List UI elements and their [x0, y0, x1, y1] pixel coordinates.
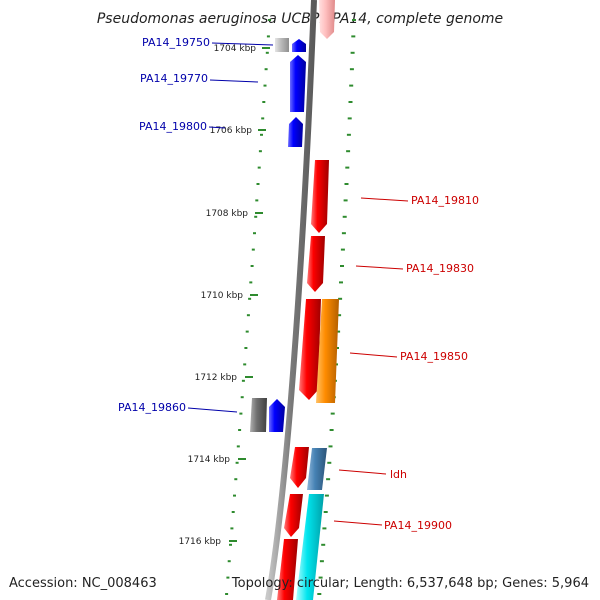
gene-arrow[interactable]	[311, 160, 329, 233]
gene-arrow[interactable]	[290, 55, 306, 112]
accession-text: Accession: NC_008463	[9, 576, 157, 591]
gene-arrow[interactable]	[277, 539, 298, 600]
gene-label-pa14-19810[interactable]: PA14_19810	[411, 194, 479, 207]
kbp-label: 1706 kbp	[210, 126, 253, 136]
gene-arrow[interactable]	[290, 447, 309, 488]
gene-block[interactable]	[275, 38, 289, 52]
leader-line	[187, 407, 238, 413]
gene-label-pa14-19830[interactable]: PA14_19830	[406, 262, 474, 275]
gene-label-pa14-19800[interactable]: PA14_19800	[139, 120, 207, 133]
gene-label-pa14-19860[interactable]: PA14_19860	[118, 401, 186, 414]
gene-arrow[interactable]	[292, 39, 306, 52]
gene-block[interactable]	[250, 398, 267, 432]
reverse-strand-genes	[277, 0, 339, 600]
gene-label-pa14-19900[interactable]: PA14_19900	[384, 519, 452, 532]
leader-line	[211, 42, 274, 46]
gene-label-ldh[interactable]: ldh	[390, 468, 407, 481]
gene-label-pa14-19770[interactable]: PA14_19770	[140, 72, 208, 85]
leader-line	[338, 469, 387, 475]
leader-line	[355, 265, 404, 270]
right-tick-ring	[317, 19, 356, 595]
kbp-label: 1710 kbp	[201, 291, 244, 301]
gene-arrow[interactable]	[284, 494, 303, 537]
left-tick-ring	[225, 19, 271, 595]
kbp-label: 1714 kbp	[188, 455, 231, 465]
leader-line	[208, 126, 226, 129]
gene-label-pa14-19750[interactable]: PA14_19750	[142, 36, 210, 49]
map-title: Pseudomonas aeruginosa UCBPP-PA14, compl…	[97, 11, 503, 27]
leader-line	[349, 352, 398, 358]
gene-block[interactable]	[307, 448, 327, 490]
leader-line	[360, 197, 409, 202]
gene-labels: PA14_19750 PA14_19770 PA14_19800 PA14_19…	[118, 36, 479, 532]
gene-label-pa14-19850[interactable]: PA14_19850	[400, 350, 468, 363]
kbp-scale: 1704 kbp 1706 kbp 1708 kbp 1710 kbp 1712…	[179, 44, 270, 547]
label-leaders	[187, 42, 409, 526]
forward-strand-genes	[250, 38, 306, 432]
kbp-label: 1712 kbp	[195, 373, 238, 383]
kbp-label: 1708 kbp	[206, 209, 249, 219]
gene-arrow[interactable]	[319, 0, 335, 39]
leader-line	[209, 79, 259, 83]
gene-arrow[interactable]	[307, 236, 325, 292]
gene-arrow[interactable]	[288, 117, 303, 147]
gene-block[interactable]	[316, 299, 339, 403]
kbp-label: 1704 kbp	[214, 44, 257, 54]
kbp-label: 1716 kbp	[179, 537, 222, 547]
genome-backbone	[265, 0, 317, 600]
genome-summary-text: Topology: circular; Length: 6,537,648 bp…	[231, 576, 589, 591]
gene-arrow[interactable]	[299, 299, 321, 400]
gene-arrow[interactable]	[269, 399, 285, 432]
gene-block[interactable]	[296, 494, 324, 600]
leader-line	[333, 520, 383, 526]
